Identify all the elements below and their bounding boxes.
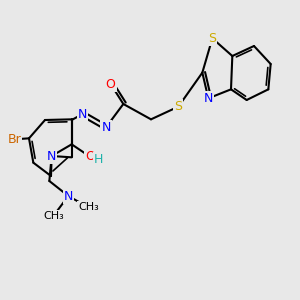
- Text: N: N: [64, 190, 73, 202]
- Text: S: S: [174, 100, 182, 113]
- Text: O: O: [106, 77, 116, 91]
- Text: S: S: [208, 32, 216, 45]
- Text: CH₃: CH₃: [43, 211, 64, 221]
- Text: N: N: [204, 92, 213, 105]
- Text: N: N: [78, 107, 87, 121]
- Text: Br: Br: [8, 133, 21, 146]
- Text: H: H: [94, 153, 103, 166]
- Text: N: N: [47, 149, 56, 163]
- Text: N: N: [101, 121, 111, 134]
- Text: CH₃: CH₃: [78, 202, 99, 212]
- Text: O: O: [85, 150, 95, 163]
